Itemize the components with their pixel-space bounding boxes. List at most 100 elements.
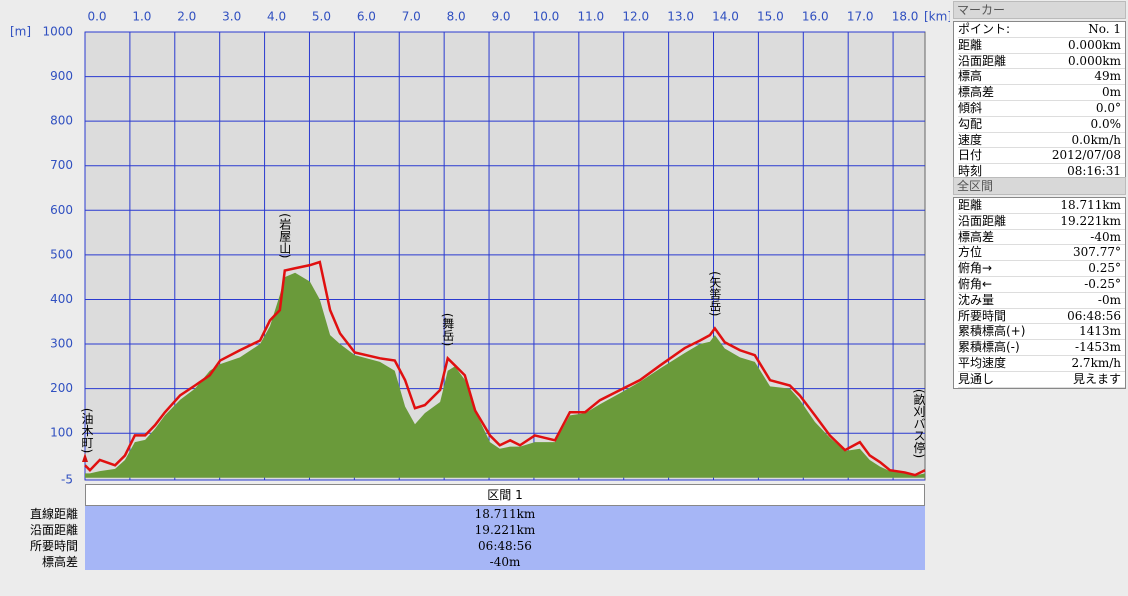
x-tick-label: 14.0 <box>712 10 739 24</box>
field-value: -40m <box>1090 229 1121 244</box>
section-row: 沿面距離 19.221km <box>0 522 926 538</box>
start-marker <box>82 453 88 462</box>
panel-title: マーカー <box>953 1 1126 19</box>
field-value: 0.000km <box>1067 53 1121 68</box>
x-tick-label: 10.0 <box>533 10 560 24</box>
ground-area <box>85 272 925 478</box>
panel-row: 平均速度 2.7km/h <box>958 356 1125 372</box>
field-label: ポイント: <box>958 22 1011 36</box>
x-tick-label: 16.0 <box>802 10 829 24</box>
panel-row: 標高差 -40m <box>958 230 1125 246</box>
x-tick-label: 4.0 <box>267 10 286 24</box>
section-row: 直線距離 18.711km <box>0 506 926 522</box>
peak-label: (矢筈岳) <box>708 271 722 316</box>
panel-title: 全区間 <box>953 177 1126 195</box>
panel-row: 俯角← -0.25° <box>958 277 1125 293</box>
y-tick-label: 500 <box>50 247 73 261</box>
field-value: 18.711km <box>1060 198 1121 212</box>
y-tick-label: 400 <box>50 292 73 306</box>
field-value: 06:48:56 <box>1067 308 1121 323</box>
field-label: 速度 <box>958 132 983 147</box>
row-value: 06:48:56 <box>85 538 925 554</box>
row-value: 18.711km <box>85 506 925 522</box>
panel-row: 勾配 0.0% <box>958 117 1125 133</box>
field-value: -1453m <box>1075 340 1121 355</box>
field-label: 標高 <box>958 69 983 84</box>
field-label: 標高差 <box>958 85 995 100</box>
x-tick-label: 6.0 <box>357 10 376 24</box>
field-value: 2.7km/h <box>1071 355 1121 370</box>
field-value: 307.77° <box>1073 245 1121 260</box>
field-label: 累積標高(-) <box>958 340 1020 355</box>
y-tick-label: 1000 <box>42 25 73 39</box>
field-label: 俯角→ <box>958 261 993 276</box>
field-value: 08:16:31 <box>1067 164 1121 179</box>
panel-row: 速度 0.0km/h <box>958 133 1125 149</box>
y-tick-label: 800 <box>50 114 73 128</box>
y-tick-label: 300 <box>50 337 73 351</box>
x-tick-label: 2.0 <box>177 10 196 24</box>
field-label: 沈み量 <box>958 292 995 307</box>
field-value: 49m <box>1094 69 1121 84</box>
panel-row: 累積標高(+) 1413m <box>958 324 1125 341</box>
field-label: 傾斜 <box>958 100 983 115</box>
row-value: -40m <box>85 554 925 570</box>
field-label: 沿面距離 <box>958 53 1007 68</box>
x-tick-label: 13.0 <box>667 10 694 24</box>
panel-row: 距離 18.711km <box>958 198 1125 214</box>
field-label: 所要時間 <box>958 308 1007 323</box>
panel-row: 俯角→ 0.25° <box>958 261 1125 277</box>
panel-row: 日付 2012/07/08 <box>958 148 1125 165</box>
x-tick-label: 9.0 <box>491 10 510 24</box>
y-tick-label: 900 <box>50 69 73 83</box>
row-label: 沿面距離 <box>29 523 78 537</box>
field-label: 勾配 <box>958 116 983 131</box>
row-label: 直線距離 <box>29 507 78 521</box>
y-tick-label: 200 <box>50 381 73 395</box>
field-value: 0.000km <box>1067 37 1121 52</box>
x-tick-label: 3.0 <box>222 10 241 24</box>
field-value: 0.25° <box>1088 261 1121 276</box>
field-label: 時刻 <box>958 164 983 179</box>
peak-label: (畝刈バス停) <box>912 389 926 458</box>
panel-row: 傾斜 0.0° <box>958 101 1125 117</box>
elevation-chart: [m] [km] -5 100 200 300 400 500 600 700 800 900 10… <box>10 10 950 485</box>
field-value: 見えます <box>1072 371 1121 386</box>
field-value: 0m <box>1101 85 1121 100</box>
field-label: 距離 <box>958 37 983 52</box>
row-label: 標高差 <box>41 555 78 569</box>
panel-row: 標高差 0m <box>958 85 1125 101</box>
panel-row: 累積標高(-) -1453m <box>958 340 1125 356</box>
x-tick-label: 8.0 <box>447 10 466 24</box>
field-label: 沿面距離 <box>958 213 1007 228</box>
field-label: 日付 <box>958 148 983 163</box>
field-value: 2012/07/08 <box>1051 148 1121 163</box>
panel-row: ポイント: No. 1 <box>958 22 1125 38</box>
field-value: 0.0km/h <box>1071 132 1121 147</box>
marker-panel: マーカー ポイント: No. 1 距離 0.000km 沿面距離 0.000km 標高 49m… <box>953 1 1126 181</box>
panel-row: 沿面距離 0.000km <box>958 54 1125 70</box>
row-value: 19.221km <box>85 522 925 538</box>
peak-label: (油木町) <box>80 408 94 453</box>
row-label: 所要時間 <box>29 539 78 553</box>
section-row: 標高差 -40m <box>0 554 926 570</box>
field-value: 1413m <box>1079 324 1121 339</box>
section-table: 区間 1 直線距離 18.711km 沿面距離 19.221km 所要時間 06:48:5… <box>0 484 926 570</box>
field-value: 19.221km <box>1060 213 1121 228</box>
x-tick-label: 1.0 <box>132 10 151 24</box>
x-tick-label: 12.0 <box>622 10 649 24</box>
panel-row: 方位 307.77° <box>958 245 1125 262</box>
x-tick-label: 15.0 <box>757 10 784 24</box>
y-tick-label: 100 <box>50 426 73 440</box>
y-tick-label: -5 <box>61 473 73 485</box>
field-label: 距離 <box>958 198 983 212</box>
peak-label: (舞岳) <box>441 313 455 346</box>
panel-row: 距離 0.000km <box>958 38 1125 54</box>
field-label: 累積標高(+) <box>958 324 1026 339</box>
track-line <box>84 260 926 477</box>
y-axis-label: [m] <box>10 25 31 39</box>
x-tick-label: 11.0 <box>577 10 604 24</box>
peak-label: (岩屋山) <box>278 213 292 258</box>
panel-table: 距離 18.711km 沿面距離 19.221km 標高差 -40m 方位 307.77° 俯角… <box>953 197 1126 389</box>
